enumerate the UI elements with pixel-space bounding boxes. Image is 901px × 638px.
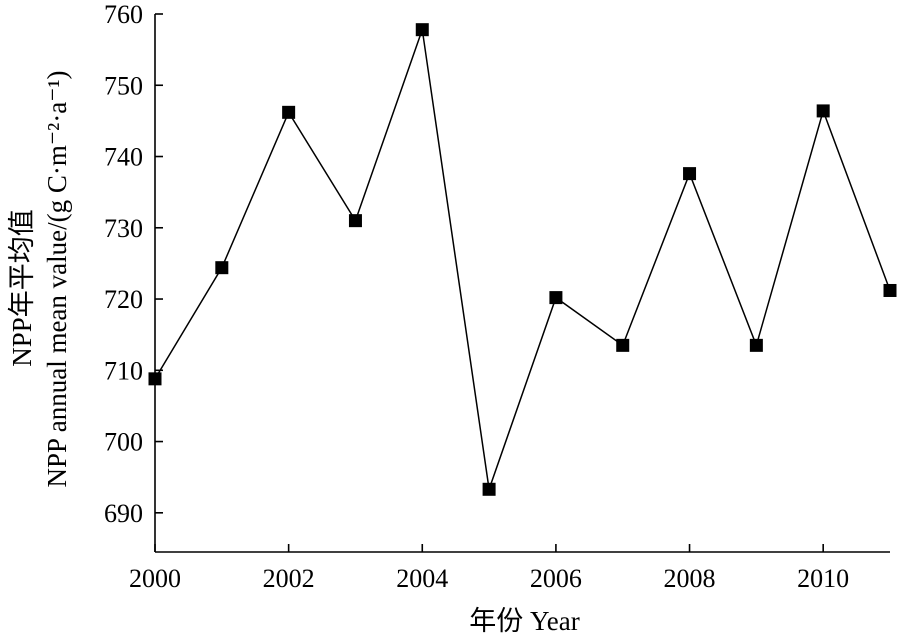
- x-tick-label: 2008: [664, 564, 716, 593]
- y-tick-label: 690: [104, 499, 143, 528]
- y-tick-label: 740: [104, 143, 143, 172]
- plot-area: [148, 23, 897, 496]
- data-point-marker: [883, 283, 897, 297]
- data-point-marker: [749, 338, 763, 352]
- x-tick-label: 2010: [797, 564, 849, 593]
- x-ticks: 2000 2002 2004 2006 2008 2010: [129, 544, 849, 593]
- y-ticks: 690 700 710 720 730 740 750 760: [104, 0, 163, 528]
- axes: [154, 14, 890, 553]
- y-axis-title-line2: NPP annual mean value/(g C·m⁻²·a⁻¹): [42, 70, 72, 487]
- x-axis-title: 年份 Year: [469, 606, 580, 636]
- x-tick-label: 2000: [129, 564, 181, 593]
- data-point-marker: [148, 372, 162, 386]
- y-tick-label: 750: [104, 71, 143, 100]
- y-axis-title-line1: NPP年平均值: [7, 209, 37, 367]
- data-point-marker: [215, 261, 229, 275]
- y-tick-label: 720: [104, 285, 143, 314]
- data-point-marker: [549, 291, 563, 305]
- x-tick-label: 2006: [530, 564, 582, 593]
- data-point-marker: [348, 214, 362, 228]
- y-tick-label: 710: [104, 356, 143, 385]
- x-tick-label: 2002: [263, 564, 315, 593]
- y-tick-label: 730: [104, 214, 143, 243]
- data-point-marker: [816, 104, 830, 118]
- data-point-marker: [282, 105, 296, 119]
- x-tick-label: 2004: [396, 564, 448, 593]
- series-line: [154, 29, 891, 490]
- data-point-marker: [415, 23, 429, 37]
- data-point-marker: [482, 482, 496, 496]
- data-point-marker: [683, 167, 697, 181]
- data-point-marker: [616, 338, 630, 352]
- y-tick-label: 700: [104, 428, 143, 457]
- y-tick-label: 760: [104, 0, 143, 29]
